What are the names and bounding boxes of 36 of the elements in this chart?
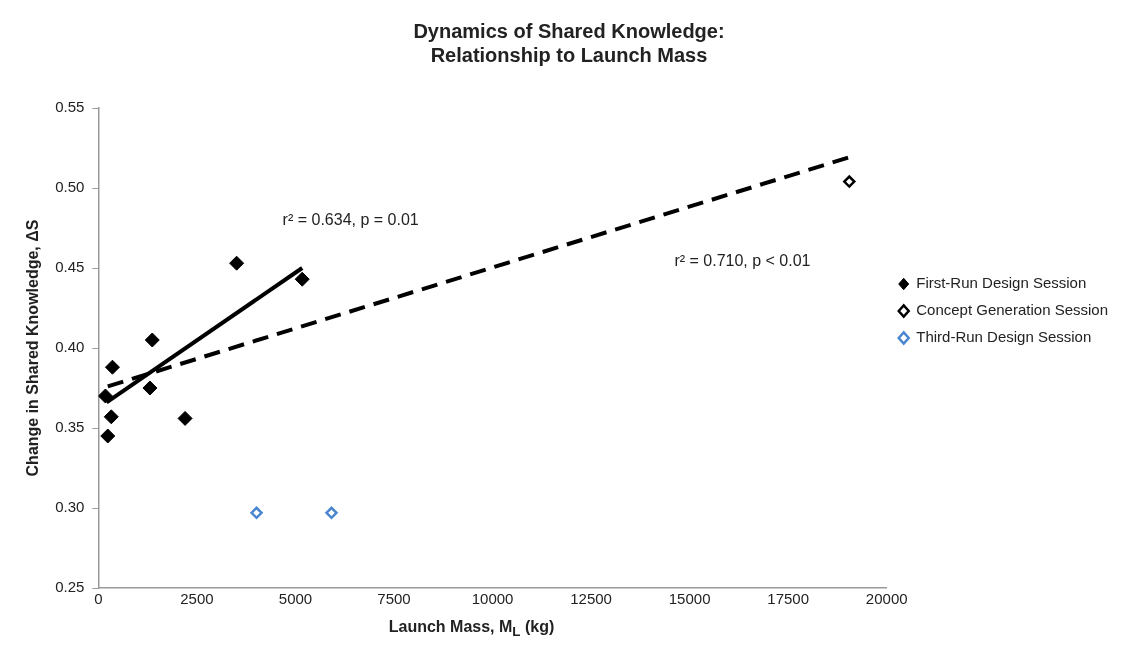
x-tick-label: 0: [94, 590, 103, 608]
point: [103, 409, 119, 425]
x-tick-label: 17500: [767, 590, 810, 608]
point: [229, 255, 245, 271]
point: [250, 506, 263, 520]
point: [843, 175, 856, 188]
chart-title: Dynamics of Shared Knowledge: Relationship to Launch Mass: [413, 19, 725, 66]
point: [294, 271, 310, 287]
x-tick-label: 7500: [377, 590, 411, 608]
point: [142, 380, 158, 396]
y-tick-label: 0.55: [55, 98, 85, 116]
y-tick-label: 0.40: [55, 338, 85, 356]
point: [100, 428, 116, 444]
x-tick-label: 15000: [668, 590, 711, 608]
annotation: r² = 0.634, p = 0.01: [282, 211, 419, 229]
x-axis-title: Launch Mass, M$_{L}$ (kg): [387, 618, 556, 640]
annotation: r² = 0.710, p < 0.01: [674, 251, 811, 269]
y-tick-label: 0.25: [55, 578, 85, 596]
legend-label: First-Run Design Session: [916, 274, 1087, 292]
x-tick-label: 12500: [570, 590, 612, 608]
point: [98, 388, 113, 404]
y-tick-label: 0.50: [55, 178, 85, 196]
x-tick-label: 5000: [278, 590, 313, 608]
y-tick-label: 0.30: [55, 498, 85, 516]
x-tick-label: 20000: [865, 590, 908, 608]
point: [144, 332, 160, 348]
point: [177, 410, 193, 426]
y-axis-title: Change in Shared Knowledge, ΔS: [24, 219, 42, 477]
y-tick-label: 0.35: [55, 418, 85, 436]
y-tick-label: 0.45: [55, 258, 85, 276]
point: [104, 359, 120, 375]
legend-label: Third-Run Design Session: [916, 328, 1092, 346]
point: [325, 506, 338, 520]
x-tick-label: 2500: [180, 590, 214, 608]
legend-label: Concept Generation Session: [916, 301, 1109, 319]
x-tick-label: 10000: [471, 590, 514, 608]
